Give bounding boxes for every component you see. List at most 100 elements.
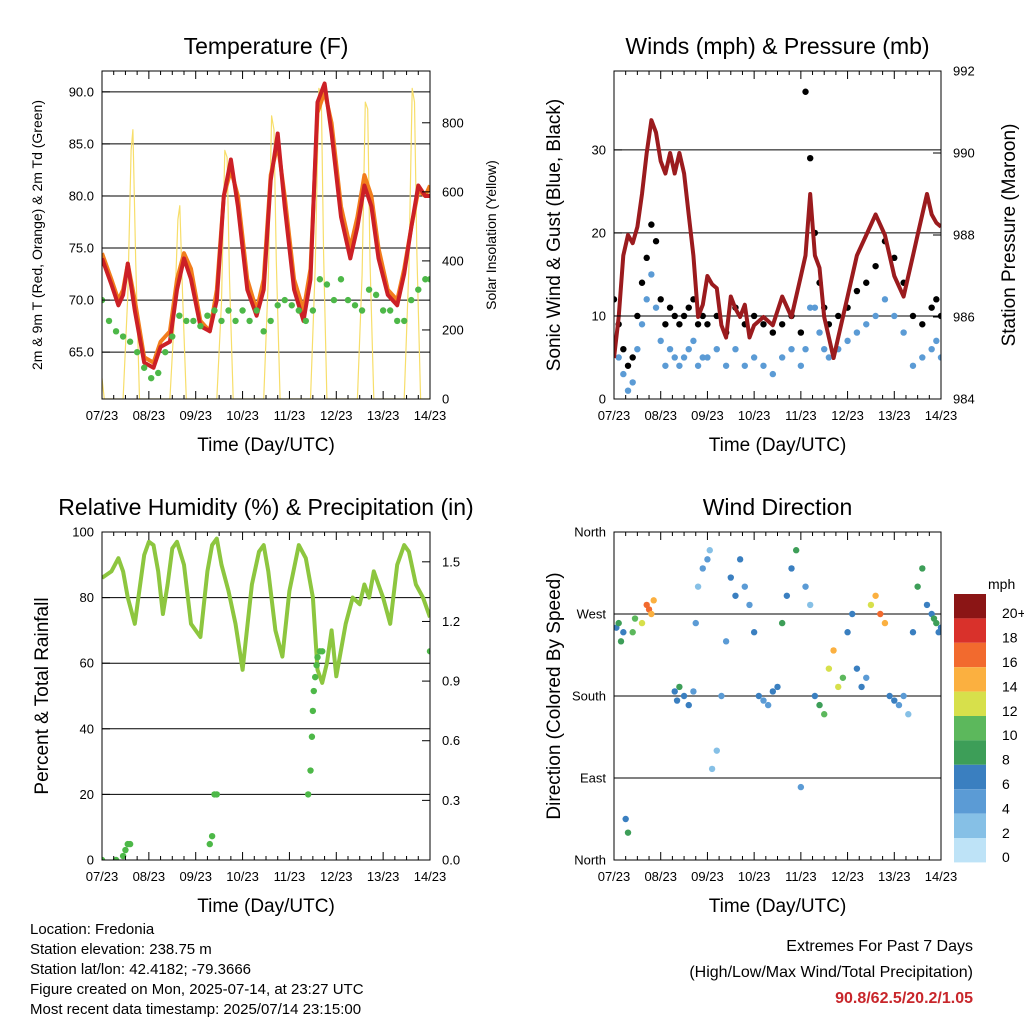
data-point — [797, 329, 805, 336]
data-point — [694, 583, 702, 590]
data-point — [849, 610, 856, 618]
data-point — [704, 321, 711, 328]
data-point — [225, 307, 232, 314]
data-point — [638, 321, 646, 328]
x-tick-label: 08/23 — [133, 869, 166, 884]
colorbar-swatch — [954, 838, 986, 863]
data-point — [807, 601, 814, 609]
data-point — [919, 321, 926, 328]
data-point — [750, 312, 758, 320]
data-point — [933, 296, 940, 303]
colorbar-swatch — [954, 618, 986, 643]
x-tick-label: 09/23 — [179, 408, 212, 423]
data-point — [313, 661, 320, 669]
data-point — [914, 583, 921, 590]
data-point — [119, 333, 127, 340]
colorbar-swatch — [954, 667, 986, 692]
data-point — [844, 337, 851, 345]
data-point — [622, 815, 629, 823]
data-point — [825, 354, 833, 361]
data-point — [741, 583, 748, 590]
data-point — [928, 304, 935, 311]
data-point — [213, 791, 220, 798]
data-point — [769, 370, 777, 378]
y-tick-label: 85.0 — [69, 136, 94, 151]
data-point — [671, 688, 678, 695]
data-point — [319, 648, 326, 655]
data-point — [802, 583, 809, 590]
data-point — [811, 692, 819, 700]
data-point — [867, 601, 875, 609]
data-point — [853, 329, 861, 336]
data-point — [176, 312, 183, 319]
plot-area — [102, 81, 430, 399]
data-point — [923, 601, 931, 609]
x-tick-label: 12/23 — [831, 408, 864, 423]
data-point — [760, 362, 767, 369]
data-point — [690, 337, 697, 345]
data-point — [741, 362, 748, 369]
y-tick-label: North — [574, 853, 606, 868]
y-right-tick-label: 0.0 — [442, 853, 460, 868]
location-text: Location: Fredonia — [30, 921, 155, 938]
y-right-axis-label: Station Pressure (Maroon) — [999, 124, 1020, 347]
data-point — [680, 354, 688, 361]
y-tick-label: 90.0 — [69, 84, 94, 99]
colorbar-swatch — [954, 594, 986, 619]
colorbar-title: mph — [988, 576, 1015, 592]
y-axis-label: Sonic Wind & Gust (Blue, Black) — [544, 99, 565, 371]
y-tick-label: 60 — [80, 656, 94, 671]
data-point — [295, 307, 302, 314]
data-point — [629, 379, 636, 386]
data-point — [676, 321, 683, 328]
y-tick-label: 100 — [72, 525, 94, 540]
data-point — [634, 312, 641, 320]
x-tick-label: 12/23 — [320, 869, 353, 884]
data-point — [673, 697, 681, 704]
created-text: Figure created on Mon, 2025-07-14, at 23… — [30, 981, 364, 998]
data-point — [863, 674, 870, 681]
series-line-2 — [614, 118, 941, 360]
y-right-tick-label: 0.3 — [442, 793, 460, 808]
data-point — [344, 296, 352, 304]
series-line-0 — [102, 536, 430, 685]
y-tick-label: 10 — [592, 308, 606, 323]
x-tick-label: 09/23 — [691, 869, 724, 884]
x-tick-label: 14/23 — [414, 408, 447, 423]
data-point — [937, 312, 941, 320]
data-point — [928, 345, 935, 353]
x-axis-label: Time (Day/UTC) — [709, 896, 847, 917]
data-point — [835, 312, 842, 320]
data-point — [126, 338, 134, 345]
extremes-title: Extremes For Past 7 Days — [786, 938, 973, 955]
data-point — [900, 329, 907, 336]
data-point — [671, 312, 678, 320]
y-right-tick-label: 984 — [953, 392, 975, 407]
data-point — [713, 747, 720, 754]
data-point — [615, 619, 622, 627]
data-point — [657, 296, 664, 303]
data-point — [155, 369, 162, 377]
data-point — [309, 307, 317, 314]
data-point — [126, 840, 134, 848]
data-point — [694, 321, 702, 328]
data-point — [650, 597, 657, 604]
data-point — [629, 629, 636, 636]
data-point — [148, 374, 155, 382]
data-point — [872, 592, 879, 599]
data-point — [839, 674, 847, 681]
data-point — [624, 387, 632, 394]
data-point — [657, 337, 664, 345]
data-point — [919, 354, 926, 361]
data-point — [680, 312, 688, 320]
x-tick-label: 11/23 — [785, 869, 817, 884]
x-tick-label: 14/23 — [414, 869, 447, 884]
data-point — [750, 354, 758, 361]
data-point — [727, 574, 734, 581]
data-point — [760, 321, 767, 328]
data-point — [666, 345, 674, 353]
data-point — [690, 688, 697, 695]
data-point — [935, 629, 941, 636]
x-tick-label: 13/23 — [367, 869, 400, 884]
